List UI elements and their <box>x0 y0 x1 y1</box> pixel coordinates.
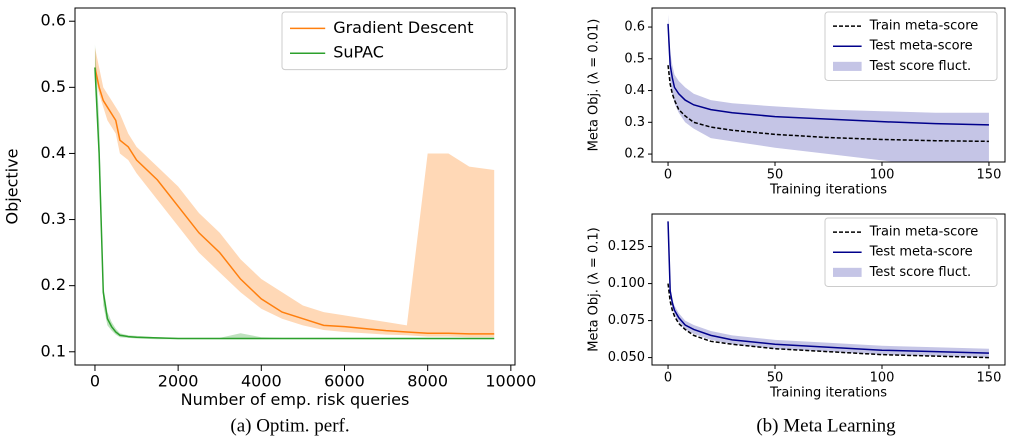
legend-box <box>824 11 998 81</box>
legend-label: Test score fluct. <box>869 265 972 280</box>
line <box>667 65 989 143</box>
x-tick-label: 0 <box>664 168 672 183</box>
legend-label: Test score fluct. <box>869 59 972 74</box>
band <box>668 14 989 162</box>
y-tick-label: 0.075 <box>608 313 645 328</box>
axes-frame <box>74 7 516 366</box>
plot-area <box>667 14 989 162</box>
legend-label: Train meta-score <box>869 225 979 240</box>
x-tick-label: 100 <box>870 371 895 386</box>
axes-frame <box>651 7 1006 163</box>
y-axis-label: Meta Obj. (λ = 0.1) <box>587 227 602 351</box>
line <box>667 23 989 126</box>
y-tick-label: 0.4 <box>41 143 66 162</box>
line <box>94 67 495 340</box>
y-tick-label: 0.125 <box>608 239 645 254</box>
band <box>94 47 495 338</box>
legend-label: Train meta-score <box>869 19 979 34</box>
axes-frame <box>651 213 1006 366</box>
y-tick-label: 0.6 <box>624 20 645 35</box>
y-tick-label: 0.1 <box>41 341 66 360</box>
y-tick-label: 0.050 <box>608 350 645 365</box>
legend-box <box>281 11 508 71</box>
legend-label: Test meta-score <box>869 245 973 260</box>
legend-label: SuPAC <box>333 43 384 62</box>
legend-label: Gradient Descent <box>333 18 473 37</box>
x-tick-label: 150 <box>977 168 1002 183</box>
y-tick-label: 0.5 <box>624 51 645 66</box>
x-tick-label: 150 <box>977 371 1002 386</box>
y-tick-label: 0.2 <box>624 147 645 162</box>
plot-area <box>667 219 989 359</box>
y-tick-label: 0.3 <box>41 209 66 228</box>
line <box>94 67 495 335</box>
y-tick-label: 0.2 <box>41 275 66 294</box>
x-tick-label: 100 <box>870 168 895 183</box>
x-axis-label: Training iterations <box>769 183 887 198</box>
x-axis-label: Number of emp. risk queries <box>181 390 410 409</box>
y-axis-label: Objective <box>3 149 22 225</box>
x-tick-label: 2000 <box>158 372 199 391</box>
legend-label: Test meta-score <box>869 39 973 54</box>
y-tick-label: 0.5 <box>41 77 66 96</box>
legend-swatch <box>833 267 862 277</box>
line <box>667 283 989 359</box>
caption: (a) Optim. perf. <box>230 415 349 436</box>
x-tick-label: 10000 <box>485 372 536 391</box>
y-tick-label: 0.100 <box>608 276 645 291</box>
legend-swatch <box>833 61 862 71</box>
y-axis-label: Meta Obj. (λ = 0.01) <box>587 19 602 152</box>
x-tick-label: 0 <box>90 372 100 391</box>
x-tick-label: 50 <box>767 371 784 386</box>
x-tick-label: 4000 <box>241 372 282 391</box>
x-tick-label: 50 <box>767 168 784 183</box>
x-tick-label: 8000 <box>407 372 448 391</box>
line <box>667 221 989 354</box>
y-tick-label: 0.3 <box>624 115 645 130</box>
caption: (b) Meta Learning <box>756 415 896 436</box>
legend-box <box>824 217 998 287</box>
plot-area <box>94 44 495 340</box>
y-tick-label: 0.4 <box>624 83 645 98</box>
x-tick-label: 0 <box>664 371 672 386</box>
y-tick-label: 0.6 <box>41 11 66 30</box>
x-axis-label: Training iterations <box>769 386 887 401</box>
x-tick-label: 6000 <box>324 372 365 391</box>
